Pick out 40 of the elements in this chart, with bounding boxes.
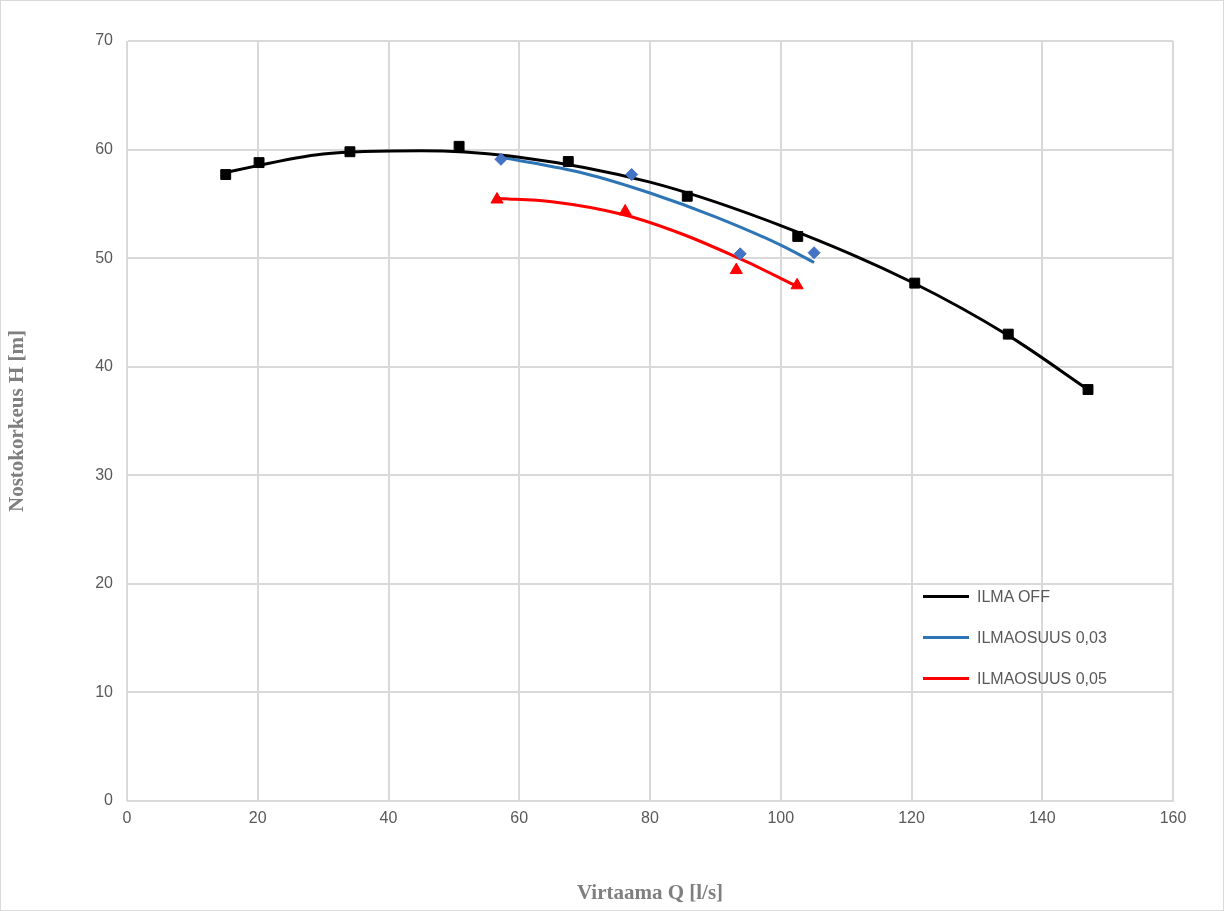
point (681, 190, 693, 202)
point (729, 262, 743, 275)
x-tick-label: 120 (898, 809, 925, 827)
point (807, 246, 821, 260)
x-tick-label: 60 (510, 809, 529, 827)
x-tick-label: 40 (379, 809, 398, 827)
x-axis-title: Virtaama Q [l/s] (576, 879, 724, 904)
point (733, 247, 747, 261)
point (909, 277, 921, 289)
y-tick-label: 60 (95, 139, 114, 157)
point (562, 156, 574, 167)
x-tick-label: 20 (248, 809, 267, 827)
point (344, 146, 356, 158)
y-tick-label: 30 (95, 465, 114, 483)
y-tick-label: 20 (95, 574, 114, 592)
point (453, 140, 465, 152)
x-tick-label: 0 (122, 809, 132, 827)
y-tick-label: 70 (95, 31, 114, 49)
y-axis-title: Nostokorkeus H [m] (4, 330, 29, 512)
y-tick-label: 10 (95, 682, 114, 700)
point (790, 277, 804, 290)
point (625, 168, 639, 182)
x-tick-label: 140 (1028, 809, 1056, 827)
point (490, 192, 504, 204)
x-tick-label: 80 (641, 809, 659, 827)
point (618, 203, 632, 216)
legend-label: ILMAOSUUS 0,05 (977, 669, 1107, 688)
y-tick-label: 0 (104, 791, 114, 809)
legend-label: ILMA OFF (977, 587, 1050, 606)
point (1002, 328, 1014, 340)
y-tick-label: 40 (95, 357, 114, 375)
legend-label: ILMAOSUUS 0,03 (977, 628, 1107, 647)
point (253, 157, 265, 169)
x-tick-label: 160 (1159, 809, 1187, 827)
x-tick-label: 100 (767, 809, 795, 827)
y-tick-label: 50 (95, 248, 114, 266)
point (494, 152, 508, 166)
point (220, 169, 232, 180)
point (792, 230, 804, 242)
point (1082, 384, 1094, 395)
